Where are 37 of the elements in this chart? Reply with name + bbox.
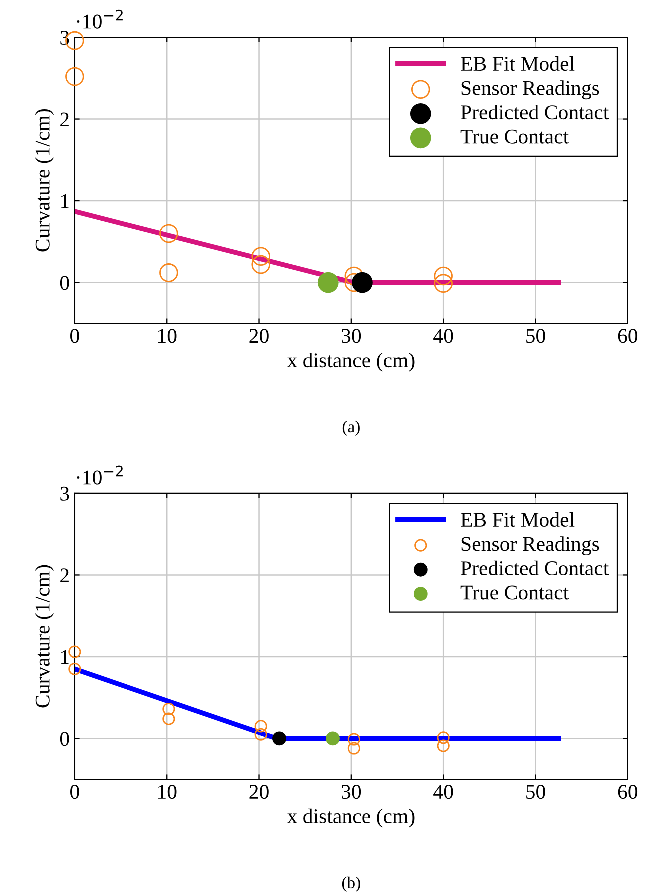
x-tick-label: 40	[434, 329, 454, 344]
y-axis-title: Curvature (1/cm)	[35, 109, 54, 252]
y-tick-label: 3	[60, 486, 70, 501]
x-tick-label: 0	[70, 785, 80, 800]
x-tick-label: 40	[434, 785, 454, 800]
x-tick-label: 30	[342, 785, 362, 800]
x-tick-label: 60	[618, 329, 638, 344]
x-tick-label: 50	[526, 329, 546, 344]
x-tick-label: 20	[250, 785, 269, 800]
legend-label: EB Fit Model	[461, 56, 575, 72]
y-tick-label: 2	[60, 568, 69, 582]
x-tick-label: 20	[250, 329, 269, 344]
legend-label: Predicted Contact	[461, 560, 610, 576]
y-tick-label: 1	[61, 650, 69, 664]
x-tick-label: 30	[342, 329, 362, 344]
text: ·10$^{−2}$	[77, 10, 123, 29]
x-tick-label: 0	[70, 329, 80, 344]
legend-label: EB Fit Model	[461, 512, 575, 528]
text: (b)	[342, 876, 360, 892]
legend-label: Sensor Readings	[462, 536, 600, 556]
y-tick-label: 1	[61, 194, 69, 208]
x-axis-title: x distance (cm)	[287, 808, 415, 828]
x-tick-label: 50	[526, 785, 546, 800]
y-tick-label: 2	[60, 112, 69, 127]
y-tick-label: 0	[60, 732, 70, 746]
text: (a)	[342, 420, 360, 436]
text: ·10$^{−2}$	[77, 466, 123, 485]
legend-label: Sensor Readings	[462, 80, 600, 100]
x-tick-label: 10	[158, 785, 177, 800]
x-axis-title: x distance (cm)	[287, 352, 415, 372]
y-axis-title: Curvature (1/cm)	[35, 565, 54, 708]
x-tick-label: 10	[158, 329, 177, 344]
legend-label: Predicted Contact	[461, 104, 610, 120]
y-tick-label: 0	[60, 276, 70, 290]
legend-label: True Contact	[460, 130, 569, 144]
legend-label: True Contact	[460, 586, 569, 600]
x-tick-label: 60	[618, 785, 638, 800]
